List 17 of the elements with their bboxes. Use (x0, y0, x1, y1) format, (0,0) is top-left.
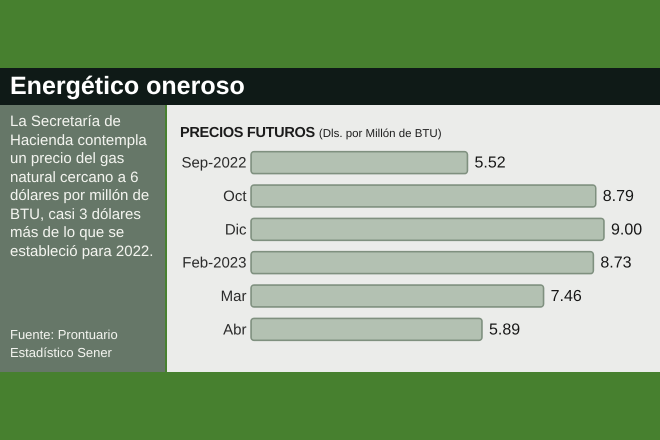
chart-title: Energético oneroso (0, 68, 660, 105)
data-label: 5.89 (489, 321, 520, 338)
y-tick-label: Dic (224, 221, 247, 238)
data-label: 5.52 (474, 154, 506, 172)
data-label: 8.73 (600, 254, 632, 272)
text: La Secretaría de Hacienda contempla un precio del gas natural cercano a 6 dólares por millón de BTU, casi 3 dólares más de lo que se estableció para 2022. (10, 113, 154, 261)
y-tick-label: Abr (223, 321, 247, 338)
y-tick-label: Feb-2023 (182, 254, 246, 272)
source-note: Fuente: Prontuario Estadístico Sener (10, 326, 119, 362)
x-axis-title: (Dls. por Millón de BTU) (318, 128, 442, 140)
chart-subtitle: PRECIOS FUTUROS (180, 125, 315, 141)
data-label: 7.46 (550, 288, 582, 305)
y-tick-label: Mar (220, 288, 246, 305)
data-label: 9.00 (611, 221, 642, 238)
y-tick-label: Oct (223, 188, 248, 205)
data-label: 8.79 (602, 188, 634, 205)
y-tick-label: Sep-2022 (181, 154, 246, 172)
